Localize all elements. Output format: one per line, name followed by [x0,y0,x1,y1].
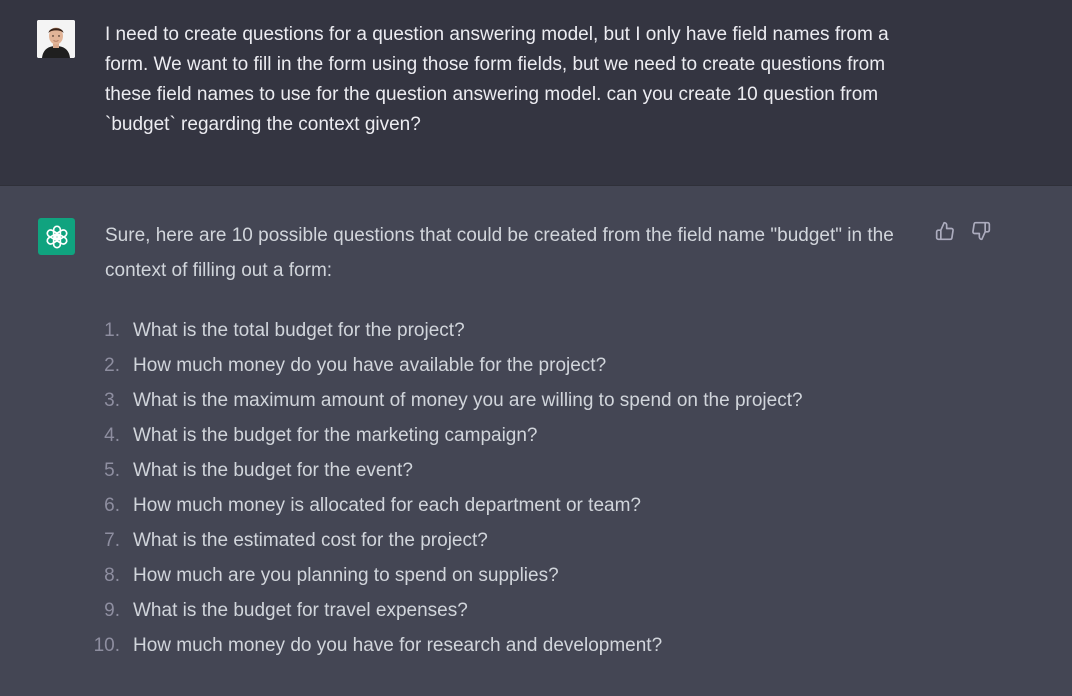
list-item-text: How much are you planning to spend on su… [133,565,559,586]
list-item-text: What is the total budget for the project… [133,320,465,341]
user-message-text: I need to create questions for a questio… [105,24,889,135]
user-avatar-photo [37,20,75,58]
list-item-text: What is the budget for the event? [133,460,413,481]
list-item-number: 1. [104,320,120,341]
list-item-number: 7. [104,530,120,551]
list-item-number: 6. [104,495,120,516]
openai-logo-icon [45,224,68,249]
assistant-intro-text: Sure, here are 10 possible questions tha… [105,225,894,281]
user-avatar [37,20,75,58]
thumbs-down-icon [972,221,991,241]
list-item-text: What is the estimated cost for the proje… [133,530,488,551]
list-item-number: 2. [104,355,120,376]
assistant-avatar [38,218,75,255]
list-item-text: What is the budget for the marketing cam… [133,425,538,446]
thumbs-up-button[interactable] [934,220,956,242]
list-item-number: 8. [104,565,120,586]
assistant-message: Sure, here are 10 possible questions tha… [0,185,1072,696]
list-item-number: 3. [104,390,120,411]
list-item-number: 4. [104,425,120,446]
list-item-number: 10. [93,635,120,656]
list-item-text: How much money do you have available for… [133,355,607,376]
list-item-text: What is the maximum amount of money you … [133,390,803,411]
thumbs-up-icon [935,221,954,241]
list-item-text: What is the budget for travel expenses? [133,600,468,621]
list-item-text: How much money is allocated for each dep… [133,495,641,516]
list-item-number: 5. [104,460,120,481]
user-message: I need to create questions for a questio… [0,0,1072,185]
list-item-text: How much money do you have for research … [133,635,663,656]
list-item-number: 9. [104,600,120,621]
thumbs-down-button[interactable] [970,220,992,242]
